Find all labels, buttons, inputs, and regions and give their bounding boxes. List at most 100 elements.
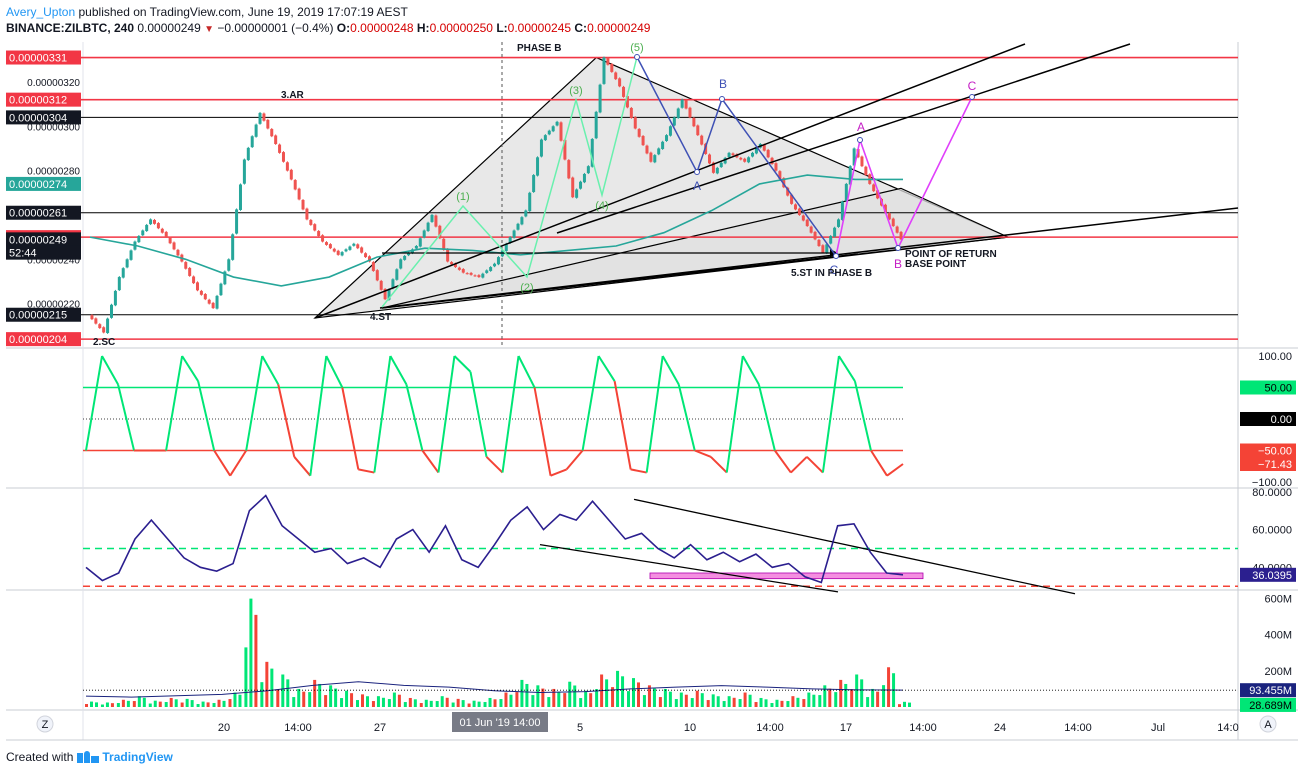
zoom-button[interactable] <box>36 715 54 733</box>
candle-body <box>864 166 868 176</box>
volume-bar <box>525 683 529 707</box>
candle-body <box>94 318 98 324</box>
candle-body <box>109 304 113 318</box>
volume-bar <box>212 703 216 707</box>
volume-bar <box>366 696 369 707</box>
volume-bar <box>732 697 736 707</box>
rsi-scale-label: 60.0000 <box>1252 525 1292 537</box>
volume-bar <box>764 699 768 707</box>
volume-bar <box>818 695 822 707</box>
pivot-point <box>634 54 640 60</box>
price-label-text: 0.00000261 <box>9 208 67 220</box>
base-point-label: BASE POINT <box>905 259 966 270</box>
osc-scale-label: 100.00 <box>1258 351 1292 363</box>
candle-body <box>508 237 512 244</box>
volume-bar <box>515 692 519 707</box>
volume-bar <box>281 674 285 707</box>
volume-bar <box>690 698 694 707</box>
candle-body <box>250 136 254 148</box>
candle-body <box>676 108 680 118</box>
candle-body <box>809 226 813 233</box>
candle-body <box>860 156 864 167</box>
oscillator-segment <box>661 355 680 385</box>
candle-body <box>219 283 223 296</box>
volume-bar <box>834 692 838 707</box>
price-label-text: 0.00000215 <box>9 310 67 322</box>
volume-bar <box>807 692 811 707</box>
volume-bar <box>477 701 481 707</box>
created-with-text: Created with <box>6 750 74 764</box>
candle-body <box>579 181 583 189</box>
candle-body <box>238 184 242 210</box>
candle-body <box>192 276 196 284</box>
candle-body <box>485 270 489 273</box>
rsi-trend-line <box>633 498 1076 595</box>
price-scale-label: 0.00000312 <box>6 92 81 107</box>
pivot-point <box>833 253 839 259</box>
candle-body <box>246 147 250 161</box>
elliott-wave-line <box>381 56 638 308</box>
volume-bar <box>536 685 540 707</box>
osc-scale-box <box>1240 412 1296 426</box>
volume-bar <box>308 692 312 707</box>
volume-bar <box>456 698 460 707</box>
volume-bar <box>334 688 338 707</box>
author-link[interactable]: Avery_Upton <box>6 5 76 19</box>
oscillator-segment <box>437 355 456 473</box>
oscillator-segment <box>309 355 328 476</box>
oscillator-segment <box>694 449 712 458</box>
price-label-text: 0.00000249 <box>9 234 67 246</box>
last-price: 0.00000249 <box>137 21 201 35</box>
candle-body <box>172 242 176 250</box>
volume-bar <box>403 702 407 707</box>
oscillator-segment <box>261 355 280 385</box>
candle-body <box>489 267 493 271</box>
candle-body <box>274 135 278 144</box>
volume-bar <box>451 702 455 707</box>
oscillator-segment <box>565 449 584 471</box>
candle-body <box>547 130 551 135</box>
low-value: 0.00000245 <box>507 21 572 35</box>
oscillator-segment <box>790 456 808 474</box>
candle-body <box>774 163 778 171</box>
candle-body <box>258 112 262 124</box>
volume-ma-line <box>85 681 904 698</box>
volume-bar <box>169 697 173 707</box>
projection-label-c: C <box>968 79 977 93</box>
price-label-box <box>6 176 81 191</box>
volume-bar <box>180 702 184 707</box>
shaded-triangle-pattern <box>313 56 1011 319</box>
candle-body <box>754 148 758 154</box>
volume-bar <box>616 670 620 707</box>
candle-body <box>715 167 719 174</box>
volume-bar <box>584 690 588 707</box>
candle-body <box>817 239 821 246</box>
candle-body <box>473 275 477 277</box>
candle-body <box>387 289 391 300</box>
chart-canvas[interactable]: (1) (2) (3) (4) (5) A B C A B C 2.SC 3.AR 4.ST PHASE B… <box>0 0 1305 745</box>
volume-bar <box>520 679 524 707</box>
volume-bar <box>105 702 109 707</box>
candle-body <box>813 231 817 240</box>
oscillator-segment <box>677 384 696 451</box>
price-scale-label: 0.00000331 <box>6 50 81 65</box>
candle-body <box>203 294 207 300</box>
auto-scale-button[interactable] <box>1259 715 1277 733</box>
candle-body <box>278 144 282 153</box>
candle-body <box>821 245 825 253</box>
oscillator-segment <box>389 355 408 385</box>
volume-bar <box>812 694 816 707</box>
symbol-name[interactable]: BINANCE:ZILBTC, 240 <box>6 21 135 35</box>
candle-body <box>242 159 246 184</box>
volume-bar <box>286 679 290 707</box>
wyckoff-label-st: 4.ST <box>370 312 391 323</box>
candle-body <box>790 194 794 204</box>
candle-body <box>364 253 368 258</box>
volume-bar <box>472 700 476 707</box>
tradingview-brand[interactable]: TradingView <box>77 750 173 764</box>
volume-bar <box>595 689 599 707</box>
volume-bar <box>110 703 114 707</box>
candle-body <box>156 223 160 229</box>
volume-bar <box>786 701 790 707</box>
high-label: H: <box>416 21 430 35</box>
